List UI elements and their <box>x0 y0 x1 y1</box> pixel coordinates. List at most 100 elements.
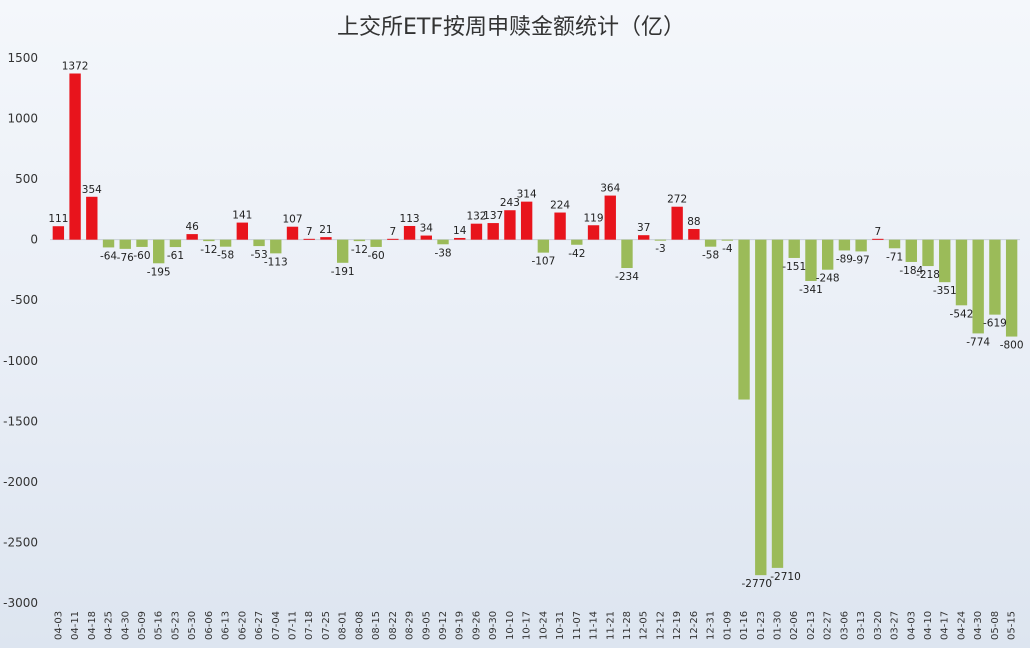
bar-12-31 <box>704 239 717 247</box>
bar-08-22 <box>387 238 399 240</box>
bar-04-17 <box>939 239 951 283</box>
x-axis: 04-03 04-11 04-18 04-25 04-30 05-09 05-16 05-23… <box>53 611 1017 640</box>
data-label: 119 <box>584 212 604 224</box>
x-tick-label: 04-18 <box>87 611 98 640</box>
bar-09-12 <box>437 239 449 245</box>
bar-05-30 <box>186 234 198 240</box>
bar-04-10 <box>922 239 934 267</box>
bar-10-24 <box>537 239 550 253</box>
data-label: -12 <box>351 244 368 256</box>
bar-04-03 <box>52 226 65 240</box>
data-label: 111 <box>48 213 68 225</box>
data-label: -61 <box>167 250 184 262</box>
data-label: -351 <box>933 285 957 297</box>
x-tick-label: 05-08 <box>990 611 1001 640</box>
x-tick-label: 04-30 <box>973 611 984 640</box>
data-label: -64 <box>100 250 117 262</box>
x-tick-label: 04-25 <box>104 611 115 640</box>
bar-01-16 <box>738 239 750 400</box>
x-tick-label: 01-30 <box>773 611 784 640</box>
x-tick-label: 03-06 <box>839 611 850 640</box>
x-tick-label: 12-19 <box>672 611 683 640</box>
x-tick-label: 03-20 <box>873 611 884 640</box>
x-tick-label: 07-04 <box>271 611 282 640</box>
data-label: -89 <box>836 253 853 265</box>
bar-09-30 <box>487 223 499 240</box>
x-tick-label: 01-23 <box>756 611 767 640</box>
bar-09-19 <box>454 237 466 240</box>
x-tick-label: 07-11 <box>288 611 299 640</box>
x-tick-label: 07-25 <box>321 611 332 640</box>
bar-11-21 <box>604 195 616 240</box>
x-tick-label: 12-12 <box>655 611 666 640</box>
data-label: -42 <box>568 248 585 260</box>
x-tick-label: 05-09 <box>137 611 148 640</box>
data-label: 137 <box>483 210 503 222</box>
bar-05-16 <box>153 239 165 264</box>
data-label: 34 <box>420 223 434 235</box>
data-label: 7 <box>874 226 881 238</box>
bar-03-27 <box>888 239 901 249</box>
bar-09-05 <box>420 235 432 240</box>
data-label: 364 <box>600 183 620 195</box>
bar-10-31 <box>554 212 566 240</box>
data-label: 314 <box>517 189 537 201</box>
bar-08-29 <box>403 225 416 240</box>
x-tick-label: 03-27 <box>890 611 901 640</box>
bar-10-17 <box>520 201 533 240</box>
x-tick-label: 04-03 <box>53 611 64 640</box>
x-tick-label: 08-08 <box>354 611 365 640</box>
x-tick-label: 01-09 <box>722 611 733 640</box>
bar-04-30 <box>972 239 984 334</box>
data-label: -12 <box>200 244 217 256</box>
y-tick-label: 1500 <box>7 51 38 65</box>
data-label: 107 <box>282 214 302 226</box>
x-tick-label: 04-03 <box>906 611 917 640</box>
bar-06-27 <box>253 239 265 247</box>
data-label: -60 <box>133 250 150 262</box>
x-tick-label: 06-13 <box>221 611 232 640</box>
data-label: -58 <box>702 250 719 262</box>
bar-12-05 <box>638 235 650 240</box>
x-tick-label: 09-26 <box>471 611 482 640</box>
data-label: -774 <box>966 336 990 348</box>
data-label: -195 <box>147 266 171 278</box>
bar-08-01 <box>336 239 349 263</box>
bar-04-24 <box>955 239 968 306</box>
x-tick-label: 04-11 <box>70 611 81 640</box>
bar-01-09 <box>721 239 734 241</box>
bar-11-28 <box>621 239 633 269</box>
bar-07-04 <box>270 239 282 254</box>
data-label: -113 <box>264 256 288 268</box>
bar-04-11 <box>69 73 81 240</box>
y-tick-label: 0 <box>30 233 38 247</box>
bar-03-20 <box>872 238 884 240</box>
x-tick-label: 10-31 <box>555 611 566 640</box>
bar-02-27 <box>821 239 834 270</box>
data-label: 21 <box>319 224 332 236</box>
x-tick-label: 05-15 <box>1007 611 1018 640</box>
x-tick-label: 08-01 <box>338 611 349 640</box>
y-tick-label: -2500 <box>3 535 38 549</box>
data-label: -4 <box>722 243 733 255</box>
bar-04-30 <box>119 239 131 249</box>
bar-03-06 <box>838 239 851 251</box>
y-tick-label: -500 <box>11 293 38 307</box>
y-tick-label: 1000 <box>7 112 38 126</box>
data-label: -542 <box>950 308 974 320</box>
data-label: -619 <box>983 318 1007 330</box>
bar-06-13 <box>219 239 232 247</box>
bar-06-20 <box>236 222 249 240</box>
x-tick-label: 11-07 <box>572 611 583 640</box>
y-axis: 1500 1000 500 0 -500 -1000 -1500 -2000 -2500 -300… <box>3 51 38 610</box>
bar-07-18 <box>303 238 315 240</box>
bar-08-15 <box>370 239 382 247</box>
data-label: -2770 <box>742 578 773 590</box>
data-label: 88 <box>687 216 700 228</box>
data-label: 132 <box>466 211 486 223</box>
data-label: 224 <box>550 200 570 212</box>
bar-04-03 <box>905 239 917 262</box>
x-tick-label: 09-30 <box>488 611 499 640</box>
